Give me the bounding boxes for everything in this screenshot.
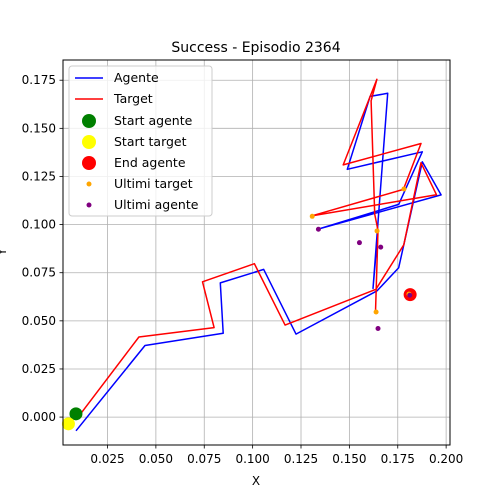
point-ultimi-agente <box>315 226 321 232</box>
chart-title: Success - Episodio 2364 <box>171 40 340 56</box>
legend-marker-end-agente <box>82 156 96 170</box>
x-tick-label: 0.100 <box>235 452 269 466</box>
y-tick-label: 0.175 <box>22 73 56 87</box>
y-axis-label: Y <box>0 248 9 257</box>
legend-label-start-target: Start target <box>114 134 187 149</box>
legend-marker-ultimi-agente <box>86 202 92 208</box>
point-ultimi-agente <box>375 326 381 332</box>
legend-label-ultimi-agente: Ultimi agente <box>114 197 199 212</box>
x-tick-label: 0.200 <box>429 452 463 466</box>
y-tick-label: 0.125 <box>22 169 56 183</box>
legend-frame <box>68 65 213 217</box>
x-axis: 0.025 0.050 0.075 0.100 0.125 0.150 0.175 0.200 <box>90 445 463 466</box>
y-tick-label: 0.025 <box>22 362 56 376</box>
marker-start-target <box>61 417 75 431</box>
x-tick-label: 0.025 <box>90 452 124 466</box>
x-tick-label: 0.125 <box>284 452 318 466</box>
legend-label-ultimi-target: Ultimi target <box>114 176 193 191</box>
marker-start-agente <box>69 407 83 421</box>
x-tick-label: 0.050 <box>139 452 173 466</box>
legend-label-target: Target <box>113 91 153 106</box>
legend-marker-ultimi-target <box>86 181 92 187</box>
point-ultimi-agente <box>378 244 384 250</box>
y-tick-label: 0.150 <box>22 121 56 135</box>
x-tick-label: 0.175 <box>381 452 415 466</box>
point-ultimi-agente <box>407 292 413 298</box>
y-tick-label: 0.075 <box>22 266 56 280</box>
legend-label-agente: Agente <box>114 70 159 85</box>
legend-marker-start-target <box>82 135 96 149</box>
y-tick-label: 0.000 <box>22 410 56 424</box>
series-lines <box>75 78 442 432</box>
axes-frame <box>62 59 451 446</box>
series-line-target <box>78 78 438 417</box>
x-axis-label: X <box>252 474 260 488</box>
legend-label-end-agente: End agente <box>114 155 186 170</box>
point-ultimi-target <box>401 186 407 192</box>
y-axis: 0.000 0.025 0.050 0.075 0.100 0.125 0.150 0.175 <box>22 73 63 424</box>
x-tick-label: 0.150 <box>332 452 366 466</box>
grid <box>63 60 450 445</box>
point-ultimi-target <box>309 213 315 219</box>
scatter-points <box>61 186 417 431</box>
legend: Agente Target Start agente Start target … <box>68 65 213 217</box>
x-tick-label: 0.075 <box>187 452 221 466</box>
y-tick-label: 0.050 <box>22 314 56 328</box>
point-ultimi-target <box>374 228 380 234</box>
legend-label-start-agente: Start agente <box>114 113 193 128</box>
point-ultimi-agente <box>356 240 362 246</box>
legend-marker-start-agente <box>82 114 96 128</box>
point-ultimi-target <box>373 309 379 315</box>
y-tick-label: 0.100 <box>22 218 56 232</box>
